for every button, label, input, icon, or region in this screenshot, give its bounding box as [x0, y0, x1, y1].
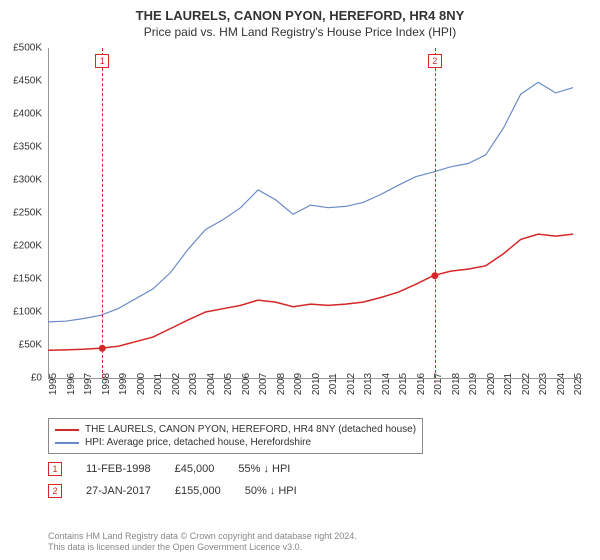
x-tick-label: 2008 — [276, 373, 287, 395]
sale-marker-box: 2 — [428, 54, 442, 68]
legend-item: THE LAURELS, CANON PYON, HEREFORD, HR4 8… — [55, 423, 416, 436]
y-tick-label: £500K — [13, 43, 42, 54]
y-tick-label: £450K — [13, 76, 42, 87]
x-tick-label: 1996 — [66, 373, 77, 395]
x-tick-label: 2014 — [381, 373, 392, 395]
x-tick-label: 2004 — [206, 373, 217, 395]
x-tick-label: 2011 — [328, 373, 339, 395]
sale-price: £45,000 — [175, 463, 215, 475]
chart-subtitle: Price paid vs. HM Land Registry's House … — [0, 23, 600, 43]
x-tick-label: 2024 — [556, 373, 567, 395]
legend-swatch — [55, 429, 79, 431]
x-tick-label: 2000 — [136, 373, 147, 395]
sale-price: £155,000 — [175, 485, 221, 497]
sale-vline — [435, 48, 436, 378]
y-tick-label: £100K — [13, 307, 42, 318]
x-tick-label: 2006 — [241, 373, 252, 395]
sale-delta: 50% ↓ HPI — [245, 485, 297, 497]
sale-delta: 55% ↓ HPI — [238, 463, 290, 475]
sale-marker-badge: 2 — [48, 484, 62, 498]
legend-label: THE LAURELS, CANON PYON, HEREFORD, HR4 8… — [85, 424, 416, 435]
series-line-hpi — [48, 82, 573, 322]
footer-attribution: Contains HM Land Registry data © Crown c… — [48, 531, 357, 554]
sale-row: 1 11-FEB-1998 £45,000 55% ↓ HPI — [48, 462, 290, 476]
x-tick-label: 2020 — [486, 373, 497, 395]
x-tick-label: 1997 — [83, 373, 94, 395]
y-tick-label: £250K — [13, 208, 42, 219]
legend: THE LAURELS, CANON PYON, HEREFORD, HR4 8… — [48, 418, 423, 454]
legend-label: HPI: Average price, detached house, Here… — [85, 437, 311, 448]
sale-marker-box: 1 — [95, 54, 109, 68]
chart-title: THE LAURELS, CANON PYON, HEREFORD, HR4 8… — [0, 0, 600, 23]
y-tick-label: £350K — [13, 142, 42, 153]
chart-container: THE LAURELS, CANON PYON, HEREFORD, HR4 8… — [0, 0, 600, 560]
x-tick-label: 2001 — [153, 373, 164, 395]
x-tick-label: 2025 — [573, 373, 584, 395]
plot-svg — [48, 48, 582, 378]
y-tick-label: £400K — [13, 109, 42, 120]
x-tick-label: 2005 — [223, 373, 234, 395]
sale-date: 11-FEB-1998 — [86, 463, 151, 475]
x-tick-label: 2002 — [171, 373, 182, 395]
x-tick-label: 2023 — [538, 373, 549, 395]
legend-item: HPI: Average price, detached house, Here… — [55, 436, 416, 449]
footer-line: This data is licensed under the Open Gov… — [48, 542, 357, 554]
x-tick-label: 2018 — [451, 373, 462, 395]
sale-date: 27-JAN-2017 — [86, 485, 151, 497]
x-tick-label: 2003 — [188, 373, 199, 395]
y-tick-label: £0 — [31, 373, 42, 384]
sale-row: 2 27-JAN-2017 £155,000 50% ↓ HPI — [48, 484, 297, 498]
x-tick-label: 2016 — [416, 373, 427, 395]
x-tick-label: 2009 — [293, 373, 304, 395]
x-tick-label: 2010 — [311, 373, 322, 395]
x-tick-label: 1995 — [48, 373, 59, 395]
x-tick-label: 2013 — [363, 373, 374, 395]
chart-plot-area: £0£50K£100K£150K£200K£250K£300K£350K£400… — [48, 48, 582, 378]
footer-line: Contains HM Land Registry data © Crown c… — [48, 531, 357, 543]
x-tick-label: 2022 — [521, 373, 532, 395]
legend-swatch — [55, 442, 79, 444]
y-tick-label: £50K — [19, 340, 42, 351]
x-tick-label: 1999 — [118, 373, 129, 395]
series-line-price_paid — [48, 234, 573, 350]
x-tick-label: 2012 — [346, 373, 357, 395]
x-tick-label: 2015 — [398, 373, 409, 395]
y-tick-label: £150K — [13, 274, 42, 285]
sale-vline — [102, 48, 103, 378]
sale-marker-badge: 1 — [48, 462, 62, 476]
x-tick-label: 2021 — [503, 373, 514, 395]
x-tick-label: 2007 — [258, 373, 269, 395]
y-tick-label: £200K — [13, 241, 42, 252]
y-tick-label: £300K — [13, 175, 42, 186]
x-tick-label: 2019 — [468, 373, 479, 395]
